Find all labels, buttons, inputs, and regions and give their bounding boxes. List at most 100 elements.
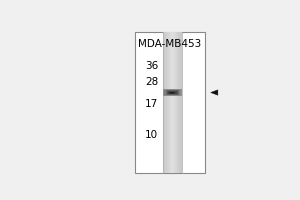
Bar (166, 90, 167, 91)
Bar (178, 95, 179, 96)
Bar (164, 92, 166, 93)
Text: 28: 28 (145, 77, 158, 87)
Bar (167, 92, 168, 93)
Bar (172, 93, 173, 94)
Bar (180, 93, 181, 94)
Bar (163, 93, 164, 94)
Bar (168, 95, 169, 96)
Bar (172, 95, 173, 96)
Bar (170, 91, 172, 92)
Bar (177, 94, 178, 95)
Bar (163, 94, 164, 95)
Bar (176, 94, 177, 95)
Bar (163, 95, 164, 96)
Bar (173, 94, 174, 95)
Bar (167, 93, 168, 94)
Bar (177, 89, 178, 90)
Bar (170, 32, 171, 173)
Bar (173, 32, 174, 173)
Text: MDA-MB453: MDA-MB453 (138, 39, 202, 49)
Bar (177, 92, 178, 93)
Bar (179, 93, 180, 94)
Bar (169, 32, 170, 173)
Bar (178, 91, 179, 92)
Bar (180, 92, 181, 93)
Bar (166, 94, 167, 95)
Bar (164, 89, 166, 90)
Bar (173, 91, 174, 92)
Bar (168, 32, 169, 173)
Bar (172, 90, 173, 91)
Bar (179, 94, 180, 95)
Bar (167, 32, 168, 173)
Bar (176, 93, 177, 94)
Bar (167, 94, 168, 95)
Bar (177, 93, 178, 94)
Bar (167, 95, 168, 96)
Bar (166, 32, 167, 173)
Bar (169, 32, 170, 173)
Bar (170, 94, 172, 95)
Bar (179, 91, 180, 92)
Bar (174, 92, 175, 93)
Bar (167, 91, 168, 92)
Bar (180, 32, 181, 173)
Bar (180, 90, 181, 91)
Bar (173, 89, 174, 90)
Bar (169, 94, 170, 95)
Bar (169, 92, 170, 93)
Bar (169, 89, 170, 90)
Bar (170, 89, 172, 90)
Bar (174, 89, 175, 90)
Bar (174, 94, 175, 95)
Bar (174, 90, 175, 91)
Bar (169, 95, 170, 96)
Bar (178, 93, 179, 94)
Bar (176, 92, 177, 93)
Bar (163, 89, 164, 90)
Bar (178, 32, 179, 173)
Bar (164, 91, 166, 92)
Bar (166, 92, 167, 93)
Text: 10: 10 (145, 130, 158, 140)
Bar (174, 32, 175, 173)
Text: 36: 36 (145, 61, 158, 71)
Bar (180, 94, 181, 95)
Bar (168, 94, 169, 95)
Bar (169, 93, 170, 94)
Bar (166, 91, 167, 92)
Bar (170, 93, 172, 94)
Bar (169, 91, 170, 92)
Bar (163, 92, 164, 93)
Bar (180, 89, 181, 90)
Bar (163, 91, 164, 92)
Bar (171, 32, 172, 173)
Bar (178, 92, 179, 93)
Bar (179, 92, 180, 93)
FancyBboxPatch shape (135, 32, 205, 173)
Bar (176, 32, 177, 173)
Bar (172, 92, 173, 93)
Bar (170, 95, 172, 96)
Bar (178, 94, 179, 95)
Bar (173, 90, 174, 91)
Bar (180, 95, 181, 96)
Bar (166, 89, 167, 90)
Bar (177, 91, 178, 92)
Bar (176, 91, 177, 92)
Bar (164, 95, 166, 96)
Bar (177, 32, 178, 173)
Bar (176, 90, 177, 91)
Bar (176, 95, 177, 96)
Text: 17: 17 (145, 99, 158, 109)
Bar (179, 89, 180, 90)
Bar (173, 95, 174, 96)
Bar (163, 32, 164, 173)
Bar (174, 93, 175, 94)
Bar (172, 91, 173, 92)
Bar (165, 32, 166, 173)
Bar (164, 90, 166, 91)
Bar (170, 92, 172, 93)
Polygon shape (211, 90, 218, 95)
Bar (174, 95, 175, 96)
